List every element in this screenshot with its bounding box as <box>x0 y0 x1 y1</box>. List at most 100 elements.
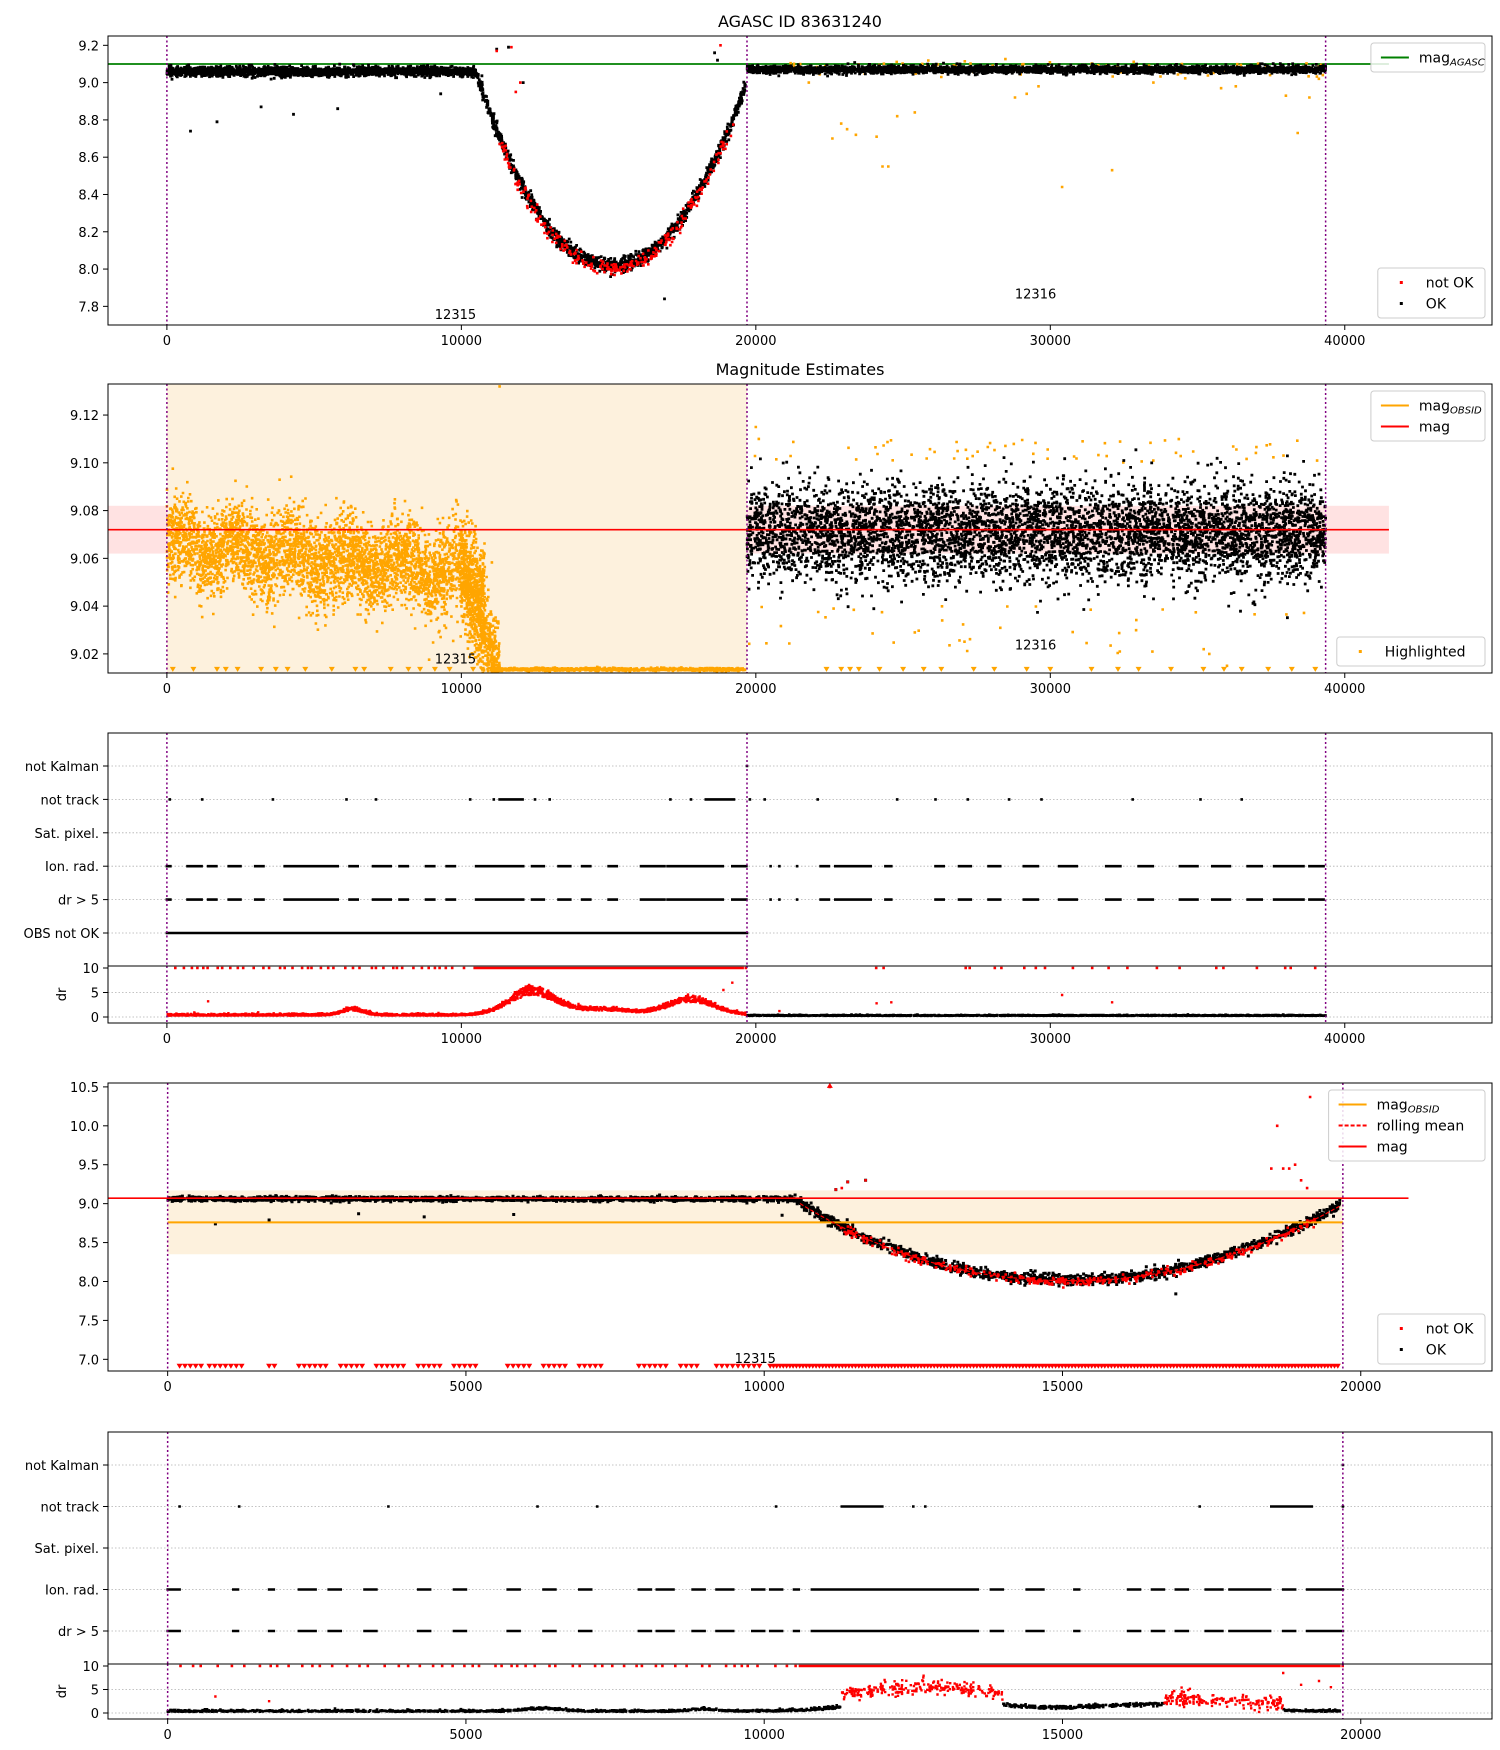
legend-swatch <box>1399 302 1403 305</box>
x-tick-label: 5000 <box>449 1380 482 1395</box>
x-tick-label: 0 <box>163 1032 171 1047</box>
panel-1-axes <box>107 35 1493 326</box>
x-tick-label: 5000 <box>449 1728 482 1743</box>
panel-4-axes <box>107 1082 1493 1372</box>
legend-label: OK <box>1426 1343 1447 1359</box>
x-tick-label: 20000 <box>1340 1728 1381 1743</box>
dr-ok-points <box>166 1701 1342 1714</box>
obsid-label: 12315 <box>435 653 476 668</box>
x-tick-label: 20000 <box>735 682 776 697</box>
x-tick-label: 10000 <box>441 682 482 697</box>
legend-label: OK <box>1426 297 1447 313</box>
flag-label: dr > 5 <box>58 894 99 909</box>
flag-label: not Kalman <box>25 1459 99 1474</box>
not-ok-points <box>828 1085 1317 1289</box>
legend-swatch <box>1399 1348 1403 1351</box>
legend-swatch <box>1399 1327 1403 1330</box>
legend-swatch <box>1399 281 1403 284</box>
y-tick-label: 9.2 <box>78 39 99 54</box>
flag-label: Ion. rad. <box>45 860 99 875</box>
ok-points <box>165 45 1328 301</box>
legend-label: magOBSID <box>1377 1098 1440 1116</box>
y-tick-label: 8.4 <box>78 188 99 203</box>
x-tick-label: 0 <box>163 682 171 697</box>
rolling-mean-line <box>799 1202 1340 1282</box>
dr-clipped-points <box>174 966 1317 970</box>
y-tick-label: 9.5 <box>78 1159 99 1174</box>
dr-tick-label: 0 <box>91 1011 99 1026</box>
x-tick-label: 15000 <box>1042 1380 1083 1395</box>
x-tick-label: 20000 <box>735 334 776 349</box>
x-tick-label: 15000 <box>1042 1728 1083 1743</box>
dr-tick-label: 5 <box>91 987 99 1002</box>
y-tick-label: 7.8 <box>78 300 99 315</box>
flags-axes <box>107 732 1493 967</box>
dr-axis-label: dr <box>55 987 70 1001</box>
dr-not-ok-points <box>214 1671 1333 1714</box>
flag-label: Ion. rad. <box>45 1584 99 1599</box>
x-tick-label: 30000 <box>1030 334 1071 349</box>
y-tick-label: 9.0 <box>78 1198 99 1213</box>
y-tick-label: 8.6 <box>78 151 99 166</box>
flag-label: dr > 5 <box>58 1625 99 1640</box>
dr-ok-points <box>745 1013 1327 1018</box>
legend: magOBSID rolling mean mag <box>1328 1089 1486 1162</box>
y-tick-label: 8.8 <box>78 114 99 129</box>
y-tick-label: 7.5 <box>78 1314 99 1329</box>
x-tick-label: 30000 <box>1030 682 1071 697</box>
x-tick-label: 0 <box>164 1728 172 1743</box>
legend: Highlighted <box>1336 636 1486 667</box>
flag-label: not track <box>40 1501 99 1516</box>
legend: not OK OK <box>1377 267 1486 319</box>
y-tick-label: 8.0 <box>78 263 99 278</box>
obsid-label: 12315 <box>735 1352 776 1367</box>
highlighted-points <box>749 57 1325 189</box>
x-tick-label: 40000 <box>1324 682 1365 697</box>
flag-label: not Kalman <box>25 760 99 775</box>
x-tick-label: 10000 <box>441 334 482 349</box>
legend-label: magOBSID <box>1419 399 1482 417</box>
flag-label: not track <box>40 793 99 808</box>
not-ok-points <box>495 44 735 277</box>
chart-title: Magnitude Estimates <box>716 360 885 379</box>
legend-label: Highlighted <box>1385 645 1466 661</box>
dr-tick-label: 10 <box>82 1660 99 1675</box>
legend-label: mag <box>1419 420 1450 436</box>
obsid-label: 12315 <box>435 308 476 323</box>
x-tick-label: 10000 <box>744 1728 785 1743</box>
legend-label: not OK <box>1426 1322 1474 1338</box>
dr-tick-label: 5 <box>91 1684 99 1699</box>
flag-label: Sat. pixel. <box>35 827 99 842</box>
y-tick-label: 9.08 <box>70 505 99 520</box>
above-range-marker <box>826 1082 833 1088</box>
obsid-label: 12316 <box>1015 287 1056 302</box>
below-range-markers <box>169 666 1319 672</box>
x-tick-label: 30000 <box>1030 1032 1071 1047</box>
y-tick-label: 9.02 <box>70 648 99 663</box>
y-tick-label: 8.5 <box>78 1237 99 1252</box>
y-tick-label: 9.04 <box>70 600 99 615</box>
legend-label: mag <box>1377 1140 1408 1156</box>
y-tick-label: 8.0 <box>78 1275 99 1290</box>
dr-axes <box>107 965 1493 1024</box>
y-tick-label: 9.12 <box>70 409 99 424</box>
legend-label: magAGASC <box>1419 51 1485 69</box>
x-tick-label: 0 <box>163 334 171 349</box>
x-tick-label: 0 <box>164 1380 172 1395</box>
y-tick-label: 9.0 <box>78 77 99 92</box>
x-tick-label: 10000 <box>441 1032 482 1047</box>
ok-points <box>166 1178 1342 1296</box>
y-tick-label: 10.0 <box>70 1120 99 1135</box>
dr-tick-label: 0 <box>91 1707 99 1722</box>
y-tick-label: 8.2 <box>78 226 99 241</box>
panel-2-axes <box>107 383 1493 674</box>
legend-label: rolling mean <box>1377 1119 1465 1135</box>
flag-label: OBS not OK <box>24 927 100 942</box>
x-tick-label: 20000 <box>735 1032 776 1047</box>
x-tick-label: 20000 <box>1340 1380 1381 1395</box>
x-tick-label: 40000 <box>1324 334 1365 349</box>
chart-title: AGASC ID 83631240 <box>718 12 882 31</box>
legend: magAGASC <box>1370 42 1486 73</box>
y-tick-label: 7.0 <box>78 1353 99 1368</box>
